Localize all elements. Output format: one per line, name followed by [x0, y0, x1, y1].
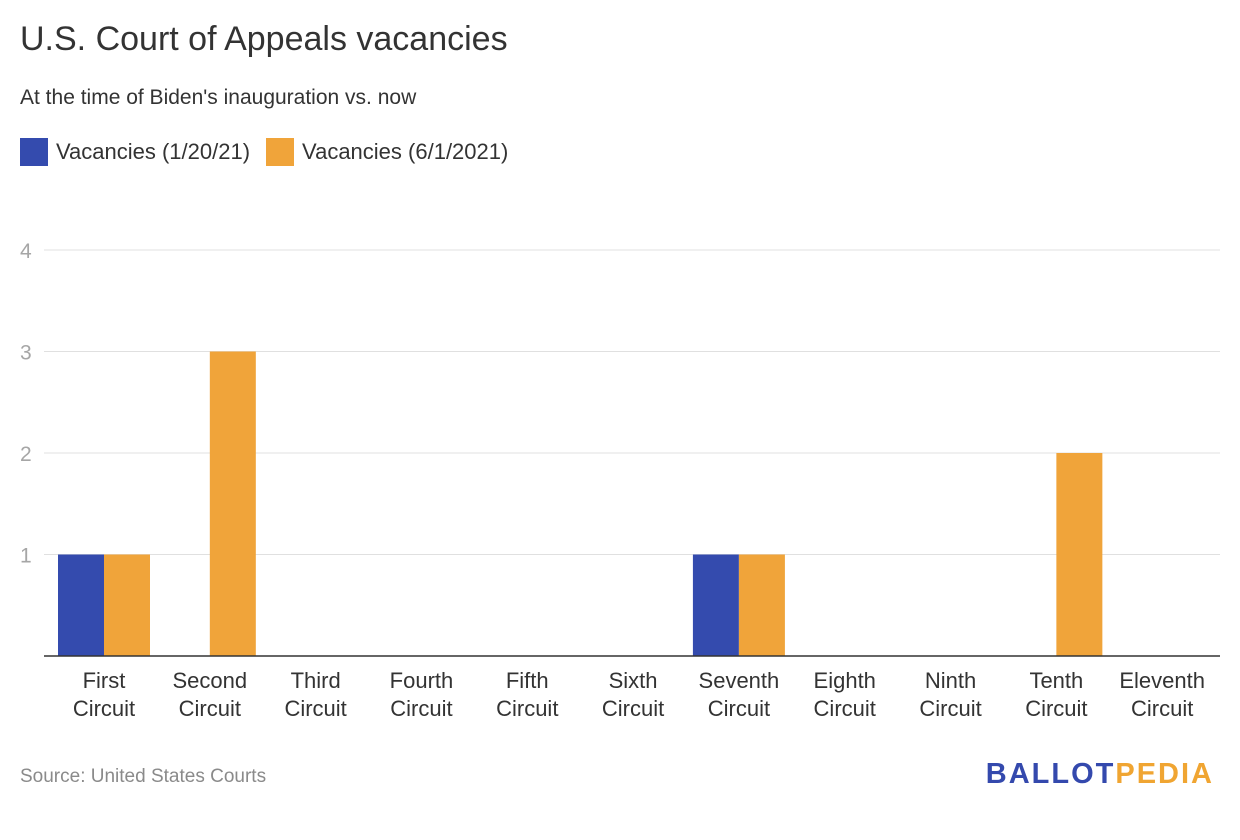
y-tick-label-2: 2 [20, 443, 32, 466]
x-tick-label-fourth: Fourth Circuit [390, 668, 454, 721]
legend-item-series-2: Vacancies (6/1/2021) [266, 138, 508, 166]
y-tick-label-4: 4 [20, 240, 32, 263]
bar-series2-second [209, 351, 256, 656]
x-tick-label-sixth: Sixth Circuit [602, 668, 664, 721]
chart-title: U.S. Court of Appeals vacancies [20, 20, 508, 58]
legend-item-series-1: Vacancies (1/20/21) [20, 138, 250, 166]
logo-part-1: BALLOT [985, 758, 1116, 790]
y-tick-label-1: 1 [20, 545, 32, 568]
chart-subtitle: At the time of Biden's inauguration vs. … [20, 86, 417, 109]
x-tick-label-third: Third Circuit [284, 668, 346, 721]
bar-series1-first [58, 554, 104, 656]
legend-swatch-series-1 [20, 138, 48, 166]
x-tick-label-tenth: Tenth Circuit [1025, 668, 1087, 721]
legend: Vacancies (1/20/21) Vacancies (6/1/2021) [20, 138, 524, 166]
logo-part-2: PEDIA [1115, 758, 1214, 790]
bar-series2-tenth [1056, 453, 1103, 656]
bar-series2-seventh [738, 554, 785, 656]
x-tick-label-first: First Circuit [73, 668, 135, 721]
bar-series1-seventh [692, 554, 739, 656]
legend-swatch-series-2 [266, 138, 295, 166]
x-tick-label-ninth: Ninth Circuit [919, 668, 981, 721]
source-note: Source: United States Courts [20, 766, 267, 787]
legend-label-series-2: Vacancies (6/1/2021) [302, 139, 509, 164]
x-tick-label-eighth: Eighth Circuit [814, 668, 876, 721]
bar-series2-first [104, 554, 150, 656]
y-tick-label-3: 3 [20, 342, 32, 365]
x-tick-label-seventh: Seventh Circuit [699, 668, 780, 721]
legend-label-series-1: Vacancies (1/20/21) [56, 139, 251, 164]
x-tick-label-second: Second Circuit [173, 668, 248, 721]
x-tick-label-eleventh: Eleventh Circuit [1119, 668, 1205, 721]
bar-chart: 1 2 3 4 First Circuit Second Circuit Third Circui… [20, 240, 1220, 721]
x-tick-label-fifth: Fifth Circuit [496, 668, 558, 721]
ballotpedia-logo: BALLOTPEDIA [986, 758, 1214, 791]
